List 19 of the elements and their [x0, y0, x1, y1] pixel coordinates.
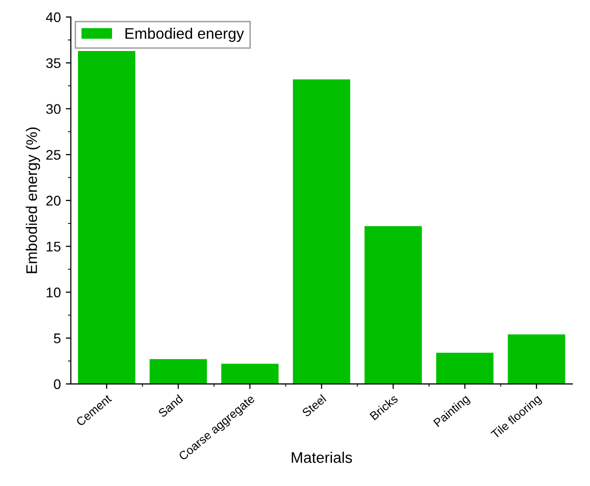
y-tick-label: 5: [54, 334, 60, 344]
y-tick-label: 40: [46, 12, 61, 22]
bar: [508, 334, 566, 384]
y-tick-label: 10: [46, 288, 61, 298]
y-tick-label: 35: [46, 58, 60, 68]
bar: [436, 352, 494, 384]
bar: [78, 50, 136, 384]
x-axis-title: Materials: [292, 452, 352, 463]
y-tick-label: 25: [46, 150, 60, 160]
y-tick-label: 15: [46, 242, 60, 252]
y-tick-label: 30: [46, 104, 61, 114]
bar: [292, 79, 350, 384]
y-tick-label: 0: [54, 379, 61, 390]
legend-label: Embodied energy: [126, 28, 244, 42]
bar: [364, 226, 422, 384]
y-tick-label: 20: [46, 196, 61, 206]
bar: [150, 359, 207, 384]
bar: [221, 364, 279, 384]
y-axis-title: Embodied energy (%): [26, 128, 40, 274]
